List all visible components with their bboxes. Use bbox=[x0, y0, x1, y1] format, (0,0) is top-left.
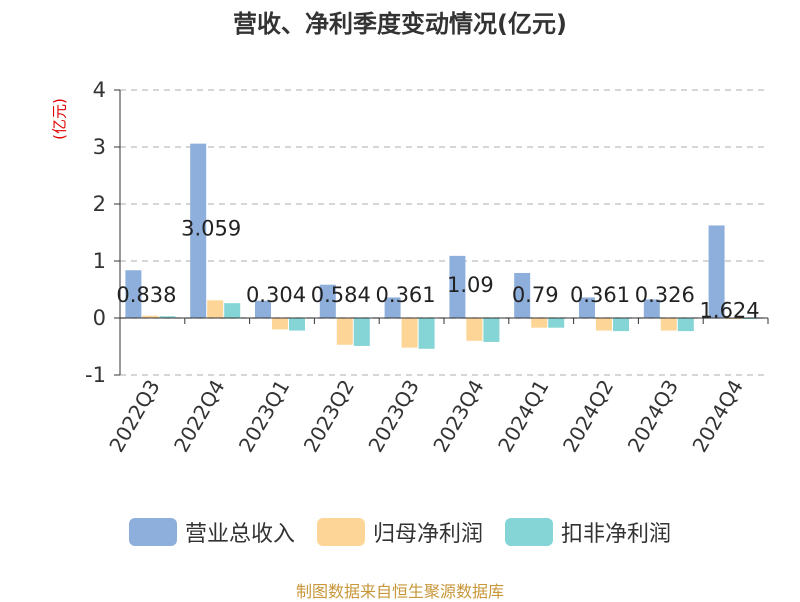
x-tick-label: 2022Q3 bbox=[104, 376, 164, 457]
bar-deducted-profit bbox=[483, 318, 500, 342]
bar-revenue bbox=[384, 297, 401, 318]
y-tick-label: 0 bbox=[93, 306, 106, 330]
chart-title: 营收、净利季度变动情况(亿元) bbox=[233, 10, 567, 38]
bar-revenue bbox=[449, 255, 466, 318]
bar-deducted-profit bbox=[224, 303, 241, 318]
bar-deducted-profit bbox=[677, 318, 694, 332]
bar-net-profit bbox=[401, 318, 418, 348]
legend-item-deducted-profit[interactable]: 扣非净利润 bbox=[505, 516, 671, 548]
bar-revenue bbox=[125, 270, 142, 318]
bar-net-profit bbox=[466, 318, 483, 341]
bar-revenue bbox=[514, 272, 531, 318]
x-tick-label: 2024Q2 bbox=[558, 376, 618, 457]
data-label: 0.361 bbox=[376, 283, 436, 307]
data-label: 0.326 bbox=[635, 283, 695, 307]
x-tick-label: 2023Q1 bbox=[234, 376, 294, 457]
y-tick-label: 3 bbox=[93, 135, 106, 159]
legend-swatch-net-profit bbox=[316, 518, 365, 546]
bar-net-profit bbox=[336, 318, 353, 345]
bar-revenue bbox=[190, 143, 207, 318]
bar-net-profit bbox=[596, 318, 612, 331]
bar-net-profit bbox=[207, 300, 224, 318]
legend: 营业总收入 归母净利润 扣非净利润 bbox=[0, 516, 800, 548]
y-tick-label: 1 bbox=[93, 249, 106, 273]
data-label: 0.361 bbox=[570, 283, 630, 307]
bar-revenue bbox=[579, 297, 595, 318]
bar-revenue bbox=[255, 300, 271, 318]
x-tick-label: 2024Q4 bbox=[687, 376, 747, 457]
bar-net-profit bbox=[531, 318, 548, 328]
data-label: 1.09 bbox=[447, 273, 494, 297]
y-tick-label: -1 bbox=[85, 363, 106, 387]
bar-deducted-profit bbox=[548, 318, 565, 328]
data-label: 0.838 bbox=[116, 283, 176, 307]
bar-net-profit bbox=[142, 315, 159, 318]
x-tick-label: 2022Q4 bbox=[169, 376, 229, 457]
x-tick-label: 2024Q1 bbox=[493, 376, 553, 457]
bar-net-profit bbox=[272, 318, 288, 330]
x-tick-label: 2023Q4 bbox=[428, 376, 488, 457]
data-label: 0.79 bbox=[512, 283, 559, 307]
bar-net-profit bbox=[660, 318, 677, 331]
y-tick-label: 2 bbox=[93, 192, 106, 216]
y-tick-label: 4 bbox=[93, 78, 106, 102]
data-label: 1.624 bbox=[700, 298, 760, 322]
bar-revenue bbox=[708, 225, 725, 318]
x-tick-label: 2023Q2 bbox=[299, 376, 359, 457]
bar-revenue bbox=[643, 299, 660, 318]
bar-deducted-profit bbox=[613, 318, 629, 332]
bar-deducted-profit bbox=[159, 316, 176, 318]
legend-item-net-profit[interactable]: 归母净利润 bbox=[316, 516, 483, 548]
legend-label-net-profit: 归母净利润 bbox=[372, 522, 483, 547]
legend-swatch-revenue bbox=[128, 518, 177, 546]
legend-swatch-deducted-profit bbox=[505, 518, 553, 546]
legend-label-deducted-profit: 扣非净利润 bbox=[561, 522, 672, 547]
bar-deducted-profit bbox=[353, 318, 370, 346]
data-label: 0.584 bbox=[311, 283, 371, 307]
bar-revenue bbox=[319, 284, 336, 318]
bar-deducted-profit bbox=[289, 318, 305, 331]
x-tick-label: 2023Q3 bbox=[363, 376, 423, 457]
bar-deducted-profit bbox=[418, 318, 435, 349]
legend-item-revenue[interactable]: 营业总收入 bbox=[128, 516, 295, 548]
legend-label-revenue: 营业总收入 bbox=[184, 522, 295, 547]
data-label: 3.059 bbox=[181, 217, 241, 241]
x-tick-label: 2024Q3 bbox=[623, 376, 683, 457]
data-label: 0.304 bbox=[246, 283, 306, 307]
data-source-note: 制图数据来自恒生聚源数据库 bbox=[295, 582, 504, 601]
